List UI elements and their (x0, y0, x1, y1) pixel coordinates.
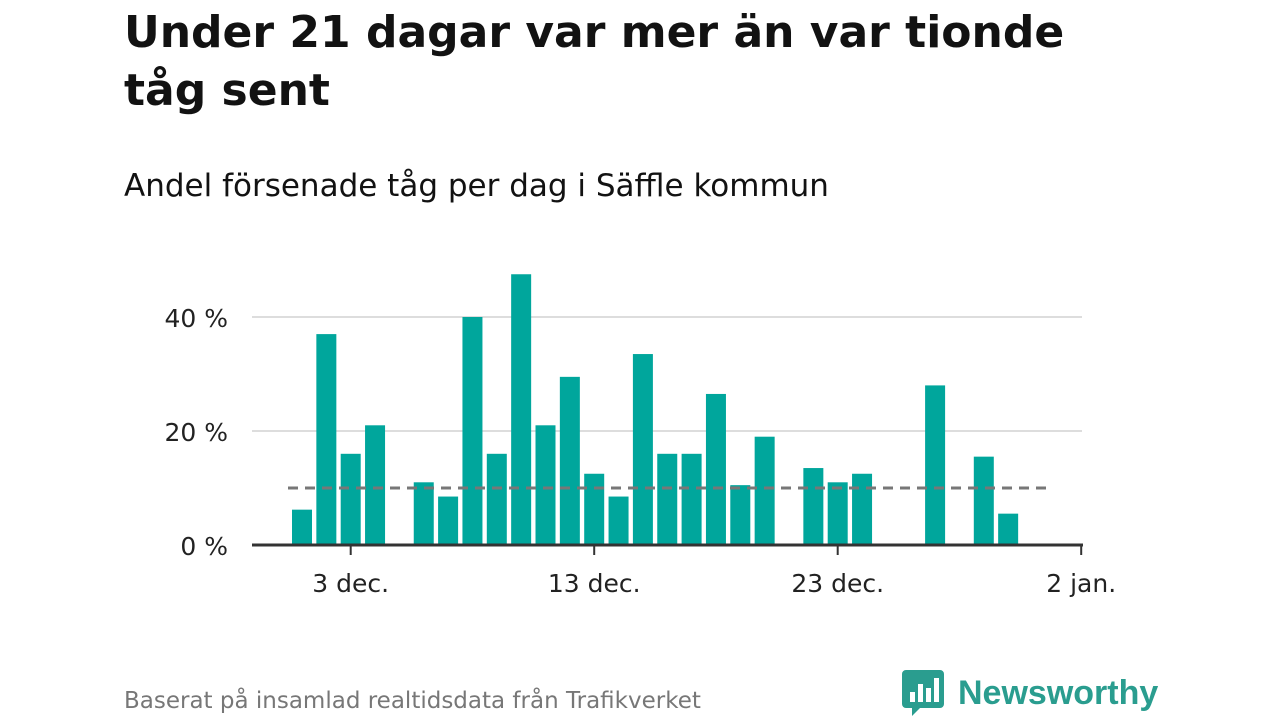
x-axis-labels: 3 dec. 13 dec. 23 dec. 2 jan. (312, 569, 1116, 598)
y-tick-label-1: 20 % (164, 418, 228, 447)
newsworthy-logo-icon (902, 670, 944, 716)
brand-logo: Newsworthy (902, 670, 1158, 716)
gridlines (252, 316, 1082, 432)
bar-2023-12-23 (827, 482, 848, 545)
source-note: Baserat på insamlad realtidsdata från Tr… (124, 688, 701, 714)
chart-title: Under 21 dagar var mer än var tionde tåg… (124, 7, 1065, 116)
bar-2023-12-17 (681, 453, 702, 545)
x-axis (252, 543, 1083, 555)
x-tick-label-0: 3 dec. (312, 569, 389, 598)
bar-2023-12-02 (316, 334, 337, 545)
bar-2023-12-04 (365, 425, 386, 545)
bar-2023-12-10 (511, 274, 532, 545)
bars (292, 274, 1019, 545)
x-tick-label-2: 23 dec. (791, 569, 884, 598)
bar-2023-12-14 (608, 496, 629, 545)
bar-2023-12-08 (462, 317, 483, 545)
y-tick-label-2: 40 % (164, 304, 228, 333)
bar-2023-12-20 (754, 436, 775, 545)
bar-2023-12-09 (486, 453, 507, 545)
x-tick-label-3: 2 jan. (1046, 569, 1116, 598)
bar-2023-12-19 (730, 485, 751, 545)
brand-name: Newsworthy (958, 673, 1159, 712)
bar-2023-12-24 (852, 473, 873, 545)
bar-2023-12-06 (413, 482, 434, 545)
bar-2023-12-30 (998, 513, 1019, 545)
y-axis-labels: 0 % 20 % 40 % (164, 304, 228, 561)
bar-2023-12-16 (657, 453, 678, 545)
bar-chart: 0 % 20 % 40 % 3 dec. 13 dec. 23 dec. 2 jan. (164, 274, 1116, 598)
bar-2023-12-22 (803, 468, 824, 545)
bar-2023-12-13 (584, 473, 605, 545)
bar-2023-12-01 (292, 509, 312, 545)
y-tick-label-0: 0 % (180, 532, 228, 561)
bar-2023-12-27 (925, 385, 946, 545)
bar-2023-12-03 (340, 453, 361, 545)
x-tick-label-1: 13 dec. (548, 569, 641, 598)
bar-2023-12-29 (973, 456, 994, 545)
bar-2023-12-07 (438, 496, 459, 545)
bar-2023-12-11 (535, 425, 556, 545)
bar-2023-12-12 (559, 376, 580, 545)
bar-2023-12-15 (632, 354, 653, 545)
bar-2023-12-18 (705, 393, 726, 545)
chart-subtitle: Andel försenade tåg per dag i Säffle kom… (124, 168, 829, 204)
